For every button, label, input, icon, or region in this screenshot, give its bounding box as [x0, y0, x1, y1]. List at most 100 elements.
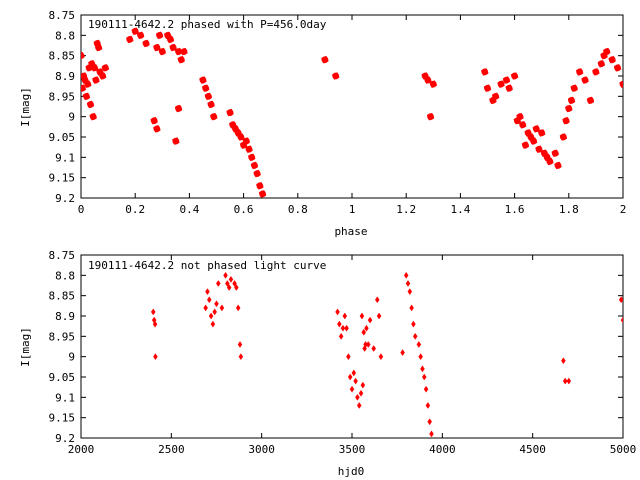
data-point — [245, 145, 253, 153]
unphased-chart-title: 190111-4642.2 not phased light curve — [88, 259, 326, 272]
data-point — [358, 389, 364, 397]
unphased-chart-x-tick-label: 2000 — [68, 443, 95, 456]
phased-chart: 190111-4642.2 phased with P=456.0day pha… — [19, 9, 626, 238]
data-point — [361, 328, 367, 336]
unphased-chart-x-tick-label: 4500 — [519, 443, 546, 456]
data-point — [429, 430, 434, 438]
data-point — [429, 80, 437, 88]
data-point — [364, 324, 369, 332]
data-point — [90, 64, 99, 72]
unphased-chart-y-tick-label: 9.2 — [55, 432, 75, 445]
data-point — [355, 393, 360, 401]
data-point — [420, 365, 425, 373]
data-point — [92, 76, 100, 84]
data-point — [208, 312, 214, 320]
data-point — [603, 47, 611, 56]
data-point — [153, 353, 158, 361]
phased-chart-x-tick-label: 1.8 — [559, 203, 579, 216]
data-point — [516, 112, 524, 121]
unphased-chart-y-tick-label: 9.1 — [55, 391, 75, 404]
unphased-chart-y-tick-label: 8.9 — [55, 310, 75, 323]
phased-chart-x-tick-label: 0.6 — [234, 203, 254, 216]
unphased-chart-y-tick-label: 8.95 — [49, 330, 76, 343]
data-point — [356, 402, 362, 409]
data-point — [174, 104, 183, 113]
data-point — [359, 312, 365, 320]
data-point — [226, 108, 234, 117]
data-point — [81, 84, 87, 92]
data-point — [155, 31, 164, 40]
unphased-chart-x-axis-label: hjd0 — [338, 465, 365, 478]
data-point — [212, 308, 217, 316]
data-point — [376, 312, 382, 320]
data-point — [153, 125, 161, 133]
phased-chart-y-tick-label: 8.95 — [49, 90, 76, 103]
data-point — [567, 96, 576, 105]
data-point — [351, 369, 357, 377]
data-point — [424, 76, 432, 84]
data-point — [82, 92, 91, 101]
data-point — [535, 145, 543, 153]
data-point — [400, 349, 405, 357]
data-point — [338, 332, 344, 340]
data-point — [89, 112, 97, 121]
data-point — [418, 353, 423, 361]
data-point — [253, 169, 261, 178]
phased-chart-y-axis-label: I[mag] — [19, 87, 32, 127]
data-point — [566, 377, 572, 385]
data-point — [426, 112, 435, 121]
data-point — [423, 385, 429, 393]
data-point — [407, 288, 413, 296]
unphased-chart: 190111-4642.2 not phased light curve hjd… — [19, 249, 636, 478]
unphased-chart-y-tick-label: 9 — [68, 351, 75, 364]
data-point — [340, 324, 346, 332]
data-point — [258, 190, 267, 198]
data-point — [481, 68, 489, 76]
data-point — [497, 80, 505, 88]
unphased-chart-x-tick-label: 5000 — [610, 443, 637, 456]
data-point — [532, 125, 540, 133]
data-point — [234, 284, 239, 291]
data-point — [367, 316, 373, 324]
data-point — [228, 275, 234, 283]
data-point — [250, 161, 259, 170]
data-point — [210, 320, 216, 328]
data-point — [101, 64, 110, 72]
data-point — [225, 280, 230, 287]
data-point — [344, 324, 349, 332]
data-point — [126, 35, 134, 44]
data-point — [575, 68, 584, 76]
phased-chart-x-tick-label: 1.6 — [505, 203, 525, 216]
phased-chart-x-axis-label: phase — [334, 225, 367, 238]
data-point — [153, 43, 161, 52]
data-point — [421, 373, 427, 381]
unphased-chart-points — [150, 271, 623, 438]
data-point — [180, 47, 188, 56]
data-point — [216, 280, 221, 287]
unphased-chart-y-axis-label: I[mag] — [19, 327, 32, 367]
data-point — [551, 149, 559, 157]
data-point — [150, 117, 158, 125]
data-point — [131, 27, 139, 35]
phased-chart-y-tick-label: 8.9 — [55, 70, 75, 83]
data-point — [346, 353, 351, 361]
data-point — [342, 312, 348, 320]
data-point — [570, 84, 578, 92]
data-point — [235, 304, 241, 312]
phased-chart-x-tick-label: 1 — [349, 203, 356, 216]
data-point — [620, 316, 623, 324]
data-point — [321, 56, 329, 64]
data-point — [371, 345, 376, 352]
data-point — [554, 161, 562, 170]
phased-chart-y-tick-label: 9.2 — [55, 192, 75, 205]
data-point — [337, 320, 342, 328]
data-point — [86, 100, 95, 109]
data-point — [166, 35, 175, 44]
data-point — [519, 121, 527, 129]
data-point — [374, 296, 380, 304]
data-point — [94, 43, 103, 52]
data-point — [237, 341, 243, 348]
data-point — [199, 76, 207, 84]
unphased-chart-x-tick-label: 3000 — [248, 443, 275, 456]
